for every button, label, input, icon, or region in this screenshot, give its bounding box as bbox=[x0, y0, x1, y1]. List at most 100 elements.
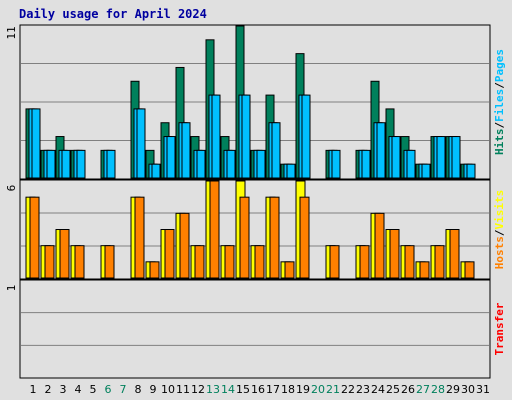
panel-series-label-part: Pages bbox=[493, 49, 506, 82]
x-tick-day: 28 bbox=[431, 383, 445, 396]
x-tick-day: 4 bbox=[75, 383, 82, 396]
x-tick-day: 11 bbox=[176, 383, 190, 396]
x-tick-day: 10 bbox=[161, 383, 175, 396]
panel-series-label-part: / bbox=[493, 82, 506, 89]
x-tick-day: 24 bbox=[371, 383, 385, 396]
bar-hosts-day-16 bbox=[254, 245, 265, 279]
bar-hosts-day-28 bbox=[434, 245, 445, 279]
panel-series-label-part: / bbox=[493, 122, 506, 129]
bar-pages-day-24 bbox=[376, 122, 386, 179]
bar-pages-day-13 bbox=[211, 94, 221, 179]
y-max-label: 6 bbox=[5, 185, 18, 192]
x-tick-day: 16 bbox=[251, 383, 265, 396]
bar-pages-day-12 bbox=[196, 149, 206, 179]
panel-frame bbox=[19, 279, 491, 379]
bar-hosts-day-3 bbox=[59, 229, 70, 279]
bar-hosts-day-18 bbox=[284, 261, 295, 279]
bar-hosts-day-27 bbox=[419, 261, 430, 279]
bar-hosts-day-8 bbox=[134, 196, 145, 279]
x-tick-day: 31 bbox=[476, 383, 490, 396]
bar-hosts-day-9 bbox=[149, 261, 160, 279]
x-tick-day: 30 bbox=[461, 383, 475, 396]
x-tick-day: 22 bbox=[341, 383, 355, 396]
bar-hosts-day-6 bbox=[104, 245, 115, 279]
panel-series-label-part: Files bbox=[493, 89, 506, 122]
bar-hosts-day-24 bbox=[374, 212, 385, 279]
panel-series-label-part: / bbox=[493, 229, 506, 236]
bar-pages-day-27 bbox=[421, 163, 431, 179]
x-tick-day: 25 bbox=[386, 383, 400, 396]
bar-pages-day-4 bbox=[76, 149, 86, 179]
bar-hosts-day-26 bbox=[404, 245, 415, 279]
x-tick-day: 1 bbox=[30, 383, 37, 396]
x-tick-day: 7 bbox=[120, 383, 127, 396]
y-max-label: 11 bbox=[5, 26, 18, 39]
bar-hosts-day-29 bbox=[449, 229, 460, 279]
bar-pages-day-11 bbox=[181, 122, 191, 179]
bar-pages-day-10 bbox=[166, 136, 176, 179]
x-tick-day: 15 bbox=[236, 383, 250, 396]
bar-pages-day-29 bbox=[451, 136, 461, 179]
bar-hosts-day-30 bbox=[464, 261, 475, 279]
panel-series-label: Hits/Files/Pages bbox=[493, 49, 506, 155]
chart-title: Daily usage for April 2024 bbox=[19, 7, 207, 21]
x-tick-day: 27 bbox=[416, 383, 430, 396]
bar-hosts-day-11 bbox=[179, 212, 190, 279]
panel-series-label-part: Hosts bbox=[493, 236, 506, 269]
x-tick-day: 3 bbox=[60, 383, 67, 396]
bar-hosts-day-4 bbox=[74, 245, 85, 279]
bar-hosts-day-23 bbox=[359, 245, 370, 279]
bar-pages-day-19 bbox=[301, 94, 311, 179]
y-max-label: 1 bbox=[5, 285, 18, 292]
bar-hosts-day-2 bbox=[44, 245, 55, 279]
x-tick-day: 19 bbox=[296, 383, 310, 396]
panel-series-label-part: Visits bbox=[493, 190, 506, 230]
bar-hosts-day-25 bbox=[389, 229, 400, 279]
x-tick-day: 6 bbox=[105, 383, 112, 396]
bar-hosts-day-21 bbox=[329, 245, 340, 279]
bar-hosts-day-13 bbox=[209, 180, 220, 279]
bar-pages-day-23 bbox=[361, 149, 371, 179]
bar-hosts-day-19 bbox=[299, 196, 310, 279]
bar-pages-day-9 bbox=[151, 163, 161, 179]
x-tick-day: 29 bbox=[446, 383, 460, 396]
bar-pages-day-6 bbox=[106, 149, 116, 179]
bar-pages-day-15 bbox=[241, 94, 251, 179]
x-tick-day: 12 bbox=[191, 383, 205, 396]
x-tick-day: 21 bbox=[326, 383, 340, 396]
x-tick-day: 26 bbox=[401, 383, 415, 396]
bar-pages-day-3 bbox=[61, 149, 71, 179]
bar-hosts-day-15 bbox=[239, 196, 250, 279]
bar-pages-day-26 bbox=[406, 149, 416, 179]
bar-hosts-day-17 bbox=[269, 196, 280, 279]
bar-pages-day-17 bbox=[271, 122, 281, 179]
panel-series-label: Hosts/Visits bbox=[493, 190, 506, 270]
bar-pages-day-30 bbox=[466, 163, 476, 179]
panel-series-label-part: Transfer bbox=[493, 302, 506, 355]
bar-pages-day-2 bbox=[46, 149, 56, 179]
x-tick-day: 23 bbox=[356, 383, 370, 396]
panel-series-label-part: Hits bbox=[493, 129, 506, 156]
bar-pages-day-8 bbox=[136, 108, 146, 179]
bar-hosts-day-12 bbox=[194, 245, 205, 279]
x-tick-day: 20 bbox=[311, 383, 325, 396]
bar-pages-day-1 bbox=[31, 108, 41, 179]
x-tick-day: 13 bbox=[206, 383, 220, 396]
bar-hosts-day-1 bbox=[29, 196, 40, 279]
x-tick-day: 18 bbox=[281, 383, 295, 396]
x-tick-day: 5 bbox=[90, 383, 97, 396]
x-tick-day: 14 bbox=[221, 383, 235, 396]
bar-pages-day-28 bbox=[436, 136, 446, 179]
bar-hosts-day-10 bbox=[164, 229, 175, 279]
bar-pages-day-18 bbox=[286, 163, 296, 179]
panel-series-label: Transfer bbox=[493, 302, 506, 355]
bar-pages-day-14 bbox=[226, 149, 236, 179]
x-tick-day: 8 bbox=[135, 383, 142, 396]
bar-pages-day-21 bbox=[331, 149, 341, 179]
x-tick-day: 9 bbox=[150, 383, 157, 396]
x-tick-day: 2 bbox=[45, 383, 52, 396]
bar-hosts-day-14 bbox=[224, 245, 235, 279]
bar-pages-day-16 bbox=[256, 149, 266, 179]
